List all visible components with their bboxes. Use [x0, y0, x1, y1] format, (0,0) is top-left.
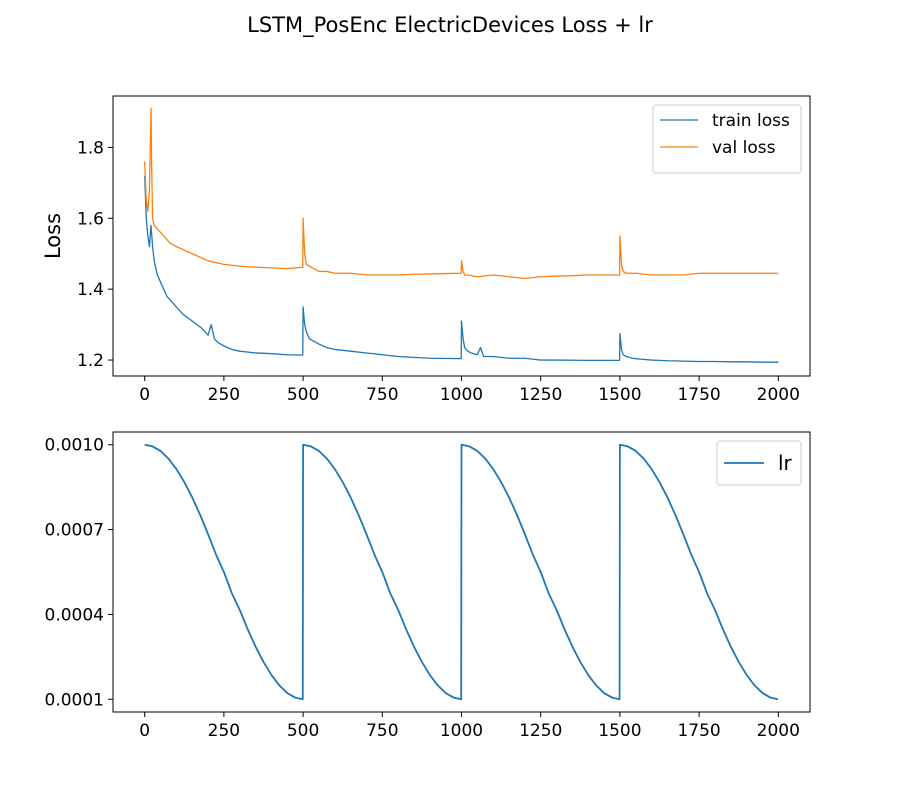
- x-tick-label: 250: [208, 721, 240, 741]
- x-tick-label: 250: [208, 385, 240, 405]
- x-tick-label: 1500: [598, 385, 641, 405]
- y-tick-label: 1.6: [77, 209, 104, 229]
- x-tick-label: 500: [287, 385, 319, 405]
- x-tick-label: 1000: [440, 385, 483, 405]
- x-tick-label: 1250: [519, 721, 562, 741]
- series-line-train-loss: [144, 175, 779, 363]
- y-tick-label: 0.0004: [45, 605, 104, 625]
- x-tick-label: 1250: [519, 385, 562, 405]
- loss-plot: 0 250 500 750 1000 1250 1500 1750 2000 1.2 1.4 1.6 1…: [41, 95, 811, 405]
- lr-plot: 0 250 500 750 1000 1250 1500 1750 2000 0.0001 0.00…: [45, 431, 811, 741]
- series-line-lr: [144, 443, 779, 701]
- legend-label: val loss: [712, 138, 776, 158]
- x-tick-label: 0: [139, 721, 150, 741]
- y-tick-label: 0.0010: [45, 436, 104, 456]
- series-group: [144, 107, 779, 363]
- x-tick-label: 500: [287, 721, 319, 741]
- y-tick-label: 1.4: [77, 280, 104, 300]
- series-line-val-loss: [144, 107, 779, 280]
- legend: lr: [716, 440, 802, 486]
- x-tick-label: 2000: [757, 721, 800, 741]
- y-axis-label: Loss: [41, 213, 65, 259]
- x-tick-label: 1750: [677, 721, 720, 741]
- legend-label: train loss: [712, 111, 790, 131]
- legend: train loss val loss: [652, 104, 802, 174]
- series-group: [144, 443, 779, 701]
- legend-label: lr: [778, 451, 793, 475]
- x-tick-label: 750: [366, 721, 398, 741]
- x-tick-label: 1500: [598, 721, 641, 741]
- y-tick-label: 1.8: [77, 138, 104, 158]
- legend-box: [652, 104, 802, 174]
- x-tick-label: 0: [139, 385, 150, 405]
- y-tick-label: 0.0001: [45, 690, 104, 710]
- x-tick-label: 2000: [757, 385, 800, 405]
- x-tick-label: 1000: [440, 721, 483, 741]
- figure-title: LSTM_PosEnc ElectricDevices Loss + lr: [247, 13, 653, 38]
- y-tick-label: 1.2: [77, 351, 104, 371]
- x-tick-label: 750: [366, 385, 398, 405]
- x-tick-label: 1750: [677, 385, 720, 405]
- y-tick-label: 0.0007: [45, 521, 104, 541]
